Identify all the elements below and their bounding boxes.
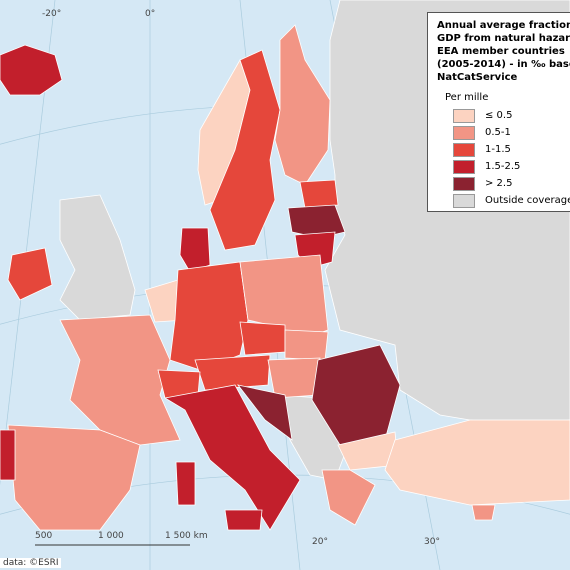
legend-swatch [453,176,475,191]
legend-label: ≤ 0.5 [485,110,513,121]
country [384,419,570,506]
graticule-label: 0° [145,9,155,19]
legend-title: EEA member countries [437,46,565,57]
legend-label: Outside coverage [485,195,570,206]
scale-label: 1 000 [98,531,124,541]
graticule-label: 20° [312,537,328,547]
legend-swatch [453,125,475,140]
country [284,329,329,361]
legend-title: (2005-2014) - in ‰ based on [437,59,570,70]
legend-item: 0.5-1 [453,124,570,141]
graticule-label: 30° [424,537,440,547]
legend-swatch [453,193,475,208]
graticule-label: -20° [42,9,61,19]
country [471,504,496,521]
legend-title: NatCatService [437,72,518,83]
country [267,357,321,399]
country [194,354,271,391]
country [179,227,211,273]
legend-label: 1-1.5 [485,144,511,155]
country [59,194,136,321]
country [7,424,141,531]
country [59,314,181,446]
country [239,321,286,356]
country [321,469,376,526]
country [0,44,63,96]
legend-swatch [453,108,475,123]
legend-item: 1.5-2.5 [453,158,570,175]
country [237,384,293,441]
country [299,179,339,209]
legend-label: > 2.5 [485,178,513,189]
legend-item: > 2.5 [453,175,570,192]
legend-item: ≤ 0.5 [453,107,570,124]
legend-subtitle: Per mille [445,92,489,103]
country [169,261,249,371]
legend: Annual average fraction loss GDP from nat… [427,12,570,212]
legend-item: 1-1.5 [453,141,570,158]
country [7,247,53,301]
scale-label: 1 500 km [165,531,208,541]
country [0,429,16,481]
legend-label: 0.5-1 [485,127,511,138]
legend-item: Outside coverage [453,192,570,209]
source-note: data: ©ESRI [0,558,62,568]
country [274,24,331,186]
country [224,509,263,531]
country [209,49,281,251]
country [175,461,196,506]
legend-swatch [453,159,475,174]
legend-label: 1.5-2.5 [485,161,521,172]
scale-label: 500 [35,531,52,541]
legend-swatch [453,142,475,157]
legend-title: GDP from natural hazards in [437,33,570,44]
legend-title: Annual average fraction loss [437,20,570,31]
country [163,384,301,531]
